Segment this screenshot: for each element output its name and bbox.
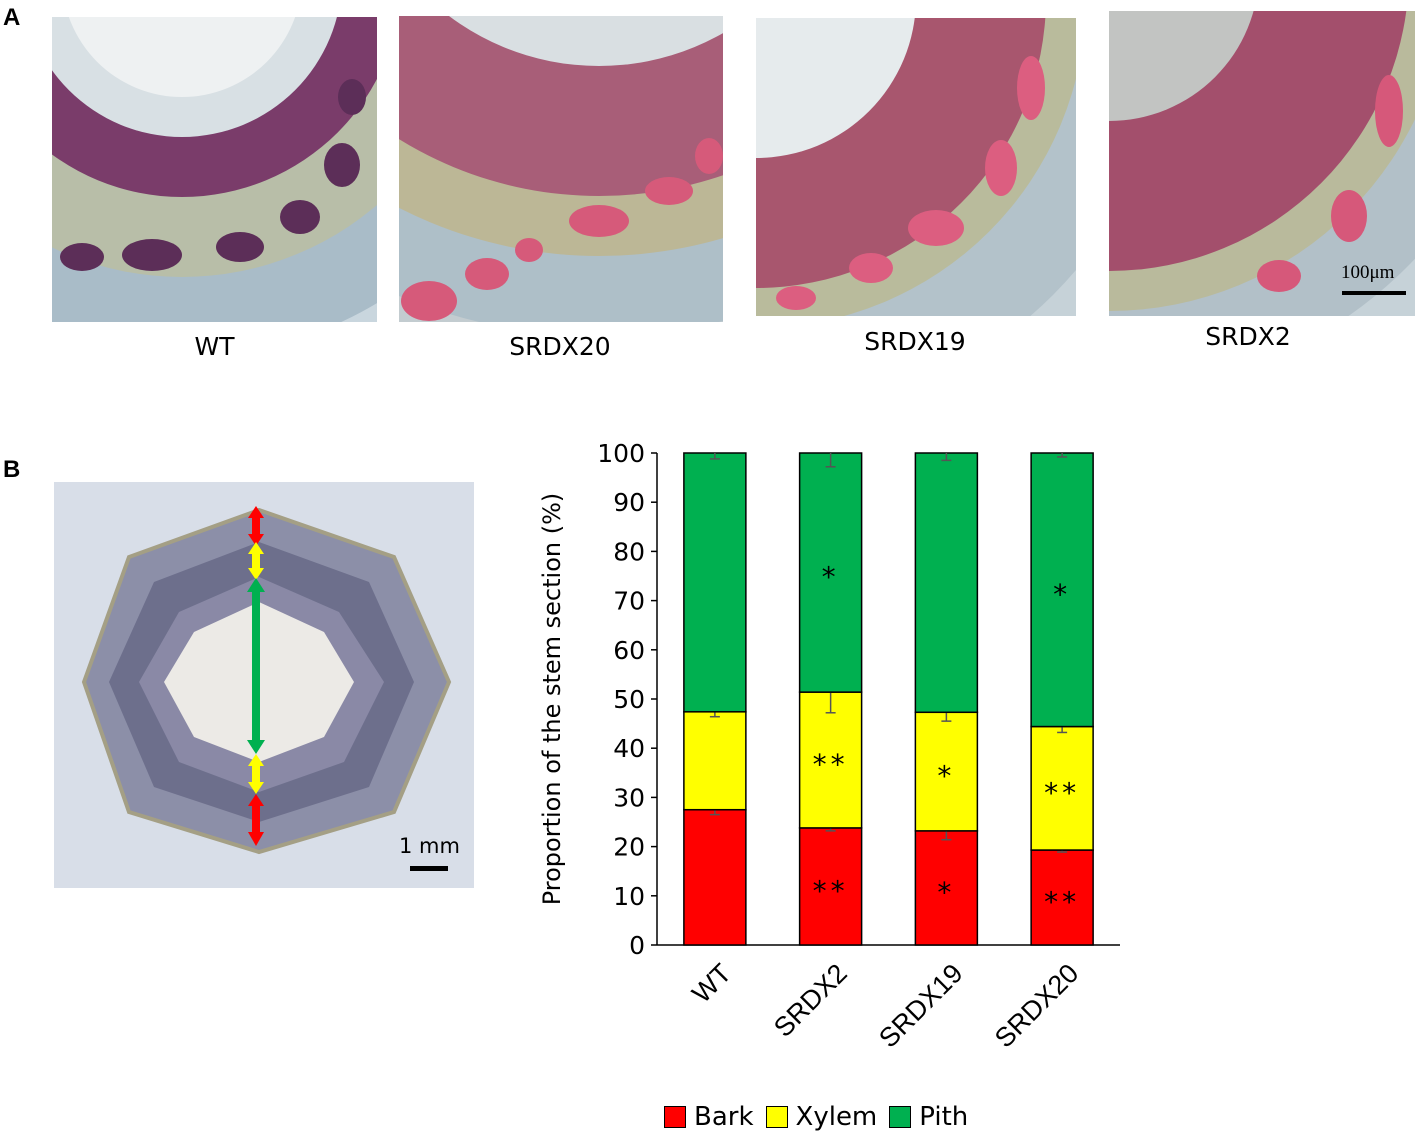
bar-xylem-wt (683, 711, 747, 811)
y-tick-label: 0 (629, 931, 645, 960)
significance-pith-srdx2: * (822, 561, 840, 594)
micrograph-srdx20 (399, 16, 723, 322)
bar-pith-srdx2 (798, 452, 863, 693)
legend-label-pith: Pith (919, 1102, 969, 1132)
y-axis-label: Proportion of the stem section (%) (538, 493, 566, 906)
legend-swatch-pith (889, 1106, 912, 1128)
significance-bark-srdx20: ** (1044, 886, 1080, 919)
legend-item-bark: Bark (664, 1102, 754, 1132)
y-tick-label: 50 (613, 685, 645, 714)
micrograph-label-wt: WT (194, 332, 235, 361)
panel-letter-a: A (3, 4, 21, 31)
y-tick-label: 30 (613, 783, 645, 812)
legend-label-xylem: Xylem (795, 1102, 878, 1132)
x-tick-label-srdx2: SRDX2 (768, 958, 853, 1043)
micrograph-srdx2 (1109, 11, 1415, 316)
panel-letter-b: B (3, 456, 21, 483)
micro-scalebar-label: 100μm (1341, 262, 1395, 283)
micro-scalebar (1342, 291, 1406, 295)
stem-scalebar-label: 1 mm (399, 834, 460, 858)
significance-xylem-srdx20: ** (1044, 776, 1080, 809)
y-tick-label: 10 (613, 882, 645, 911)
bar-bark-wt (683, 808, 747, 946)
legend-item-xylem: Xylem (765, 1102, 878, 1132)
x-tick-label-wt: WT (686, 958, 737, 1009)
y-tick-label: 60 (613, 636, 645, 665)
x-tick-label-srdx19: SRDX19 (873, 958, 968, 1053)
bar-bark-srdx19 (914, 830, 979, 946)
significance-xylem-srdx2: ** (813, 748, 849, 781)
significance-bark-srdx19: * (937, 876, 955, 909)
legend-swatch-xylem (765, 1106, 788, 1128)
bar-bark-srdx20 (1030, 849, 1094, 946)
stacked-bar-chart: 0 10 20 30 40 50 60 70 80 90 100 Proportion of the … (538, 439, 1120, 1054)
y-tick-label: 80 (613, 537, 645, 566)
significance-pith-srdx20: * (1053, 578, 1071, 611)
chart-legend: Bark Xylem Pith (664, 1102, 980, 1132)
y-tick-label: 90 (613, 488, 645, 517)
micrograph-label-srdx19: SRDX19 (864, 327, 966, 356)
micrograph-label-srdx20: SRDX20 (509, 332, 611, 361)
bar-pith-wt (683, 452, 747, 713)
y-tick-label: 40 (613, 734, 645, 763)
micrograph-label-srdx2: SRDX2 (1205, 322, 1291, 351)
x-tick-label-srdx20: SRDX20 (989, 958, 1084, 1053)
legend-swatch-bark (664, 1106, 686, 1128)
legend-item-pith: Pith (889, 1102, 968, 1132)
significance-bark-srdx2: ** (813, 874, 849, 907)
micrograph-srdx19 (756, 18, 1076, 316)
bar-xylem-srdx19 (914, 711, 979, 832)
micrograph-wt (52, 17, 377, 322)
bar-xylem-srdx2 (798, 691, 863, 829)
stem-scalebar (410, 866, 448, 871)
y-tick-label: 70 (613, 587, 645, 616)
legend-label-bark: Bark (694, 1102, 754, 1132)
y-tick-label: 100 (597, 439, 645, 468)
bar-bark-srdx2 (798, 827, 863, 946)
bar-pith-srdx19 (914, 452, 979, 714)
measure-arrows (247, 506, 265, 846)
stem-cross-section (54, 482, 474, 888)
y-tick-label: 20 (613, 833, 645, 862)
significance-xylem-srdx19: * (937, 760, 955, 793)
